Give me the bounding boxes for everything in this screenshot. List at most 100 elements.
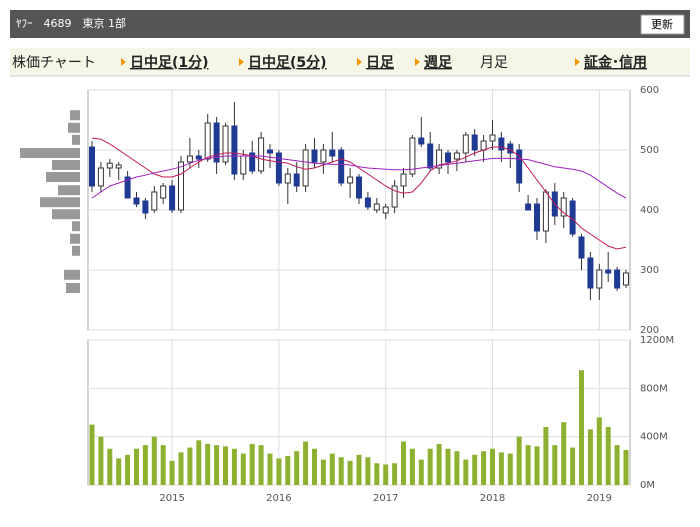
volume-bar — [214, 445, 220, 485]
volume-bar — [392, 463, 398, 485]
volume-bar — [267, 453, 273, 485]
volume-bar — [98, 436, 104, 485]
price-volume-bar — [40, 197, 80, 208]
volume-bar — [338, 457, 344, 485]
volume-bar — [276, 458, 282, 485]
candle-body — [186, 155, 193, 163]
candle-body — [311, 149, 318, 163]
volume-bar — [543, 427, 549, 485]
volume-bar — [561, 422, 567, 485]
volume-bar — [142, 445, 148, 485]
tab-link[interactable]: 日足 — [366, 55, 395, 71]
candle-body — [231, 125, 238, 175]
refresh-button[interactable] — [640, 14, 685, 35]
price-volume-bar — [72, 134, 80, 145]
volume-bar — [481, 451, 487, 485]
candle-body — [489, 134, 496, 142]
volume-bar — [223, 446, 228, 485]
volume-bar — [516, 436, 522, 485]
tab-label: 月足 — [480, 55, 508, 71]
candle-body — [249, 152, 256, 172]
volume-bar — [89, 424, 95, 485]
candle-body — [356, 176, 362, 199]
volume-bar — [107, 448, 113, 485]
tab-arrow — [121, 58, 126, 66]
refresh-button-label[interactable]: 更新 — [651, 17, 673, 31]
price-volume-bar — [52, 160, 80, 170]
volume-bar — [187, 447, 193, 485]
volume-bar — [231, 448, 237, 485]
volume-bar — [365, 457, 371, 485]
volume-bar — [116, 458, 122, 485]
volume-bar — [454, 451, 460, 485]
candle-body — [195, 155, 202, 160]
y-tick-label: 500 — [640, 145, 659, 156]
candle-body — [480, 140, 487, 151]
candle-body — [347, 176, 354, 184]
volume-bar — [151, 436, 157, 485]
header-bar — [10, 10, 690, 38]
volume-bar — [285, 456, 291, 485]
candle-body — [382, 206, 389, 214]
candle-body — [614, 269, 621, 289]
candle-body — [213, 122, 220, 163]
candle-body — [534, 203, 540, 232]
candle-body — [507, 143, 514, 154]
y-tick-label: 800M — [640, 383, 668, 394]
candle-body — [427, 143, 434, 169]
volume-bar — [169, 460, 175, 485]
volume-bar — [196, 440, 202, 485]
price-volume-bar — [58, 185, 80, 196]
candle-body — [329, 149, 336, 157]
candle-body — [115, 164, 122, 169]
volume-bar — [605, 427, 611, 485]
candle-body — [338, 149, 345, 184]
x-tick-label: 2018 — [480, 493, 505, 504]
candle-body — [516, 149, 523, 184]
volume-bar — [596, 417, 602, 485]
candle-body — [471, 134, 478, 151]
tab-arrow — [357, 58, 362, 66]
volume-bar — [347, 460, 353, 485]
x-tick-label: 2017 — [373, 493, 398, 504]
candle-body — [605, 269, 612, 274]
x-tick-label: 2016 — [266, 493, 291, 504]
volume-bar — [490, 448, 495, 485]
tab-link[interactable]: 証金･信用 — [584, 54, 647, 71]
candle-body — [89, 146, 95, 187]
volume-bar — [472, 454, 478, 485]
volume-bar — [258, 445, 264, 485]
volume-bar — [534, 446, 540, 485]
volume-bar — [125, 454, 131, 485]
candle-body — [623, 272, 629, 286]
header-title: ﾔﾌｰ 4689 東京 1部 — [16, 16, 126, 30]
candle-body — [320, 149, 327, 163]
tab-link[interactable]: 週足 — [424, 55, 453, 71]
volume-bar — [134, 448, 139, 485]
volume-bar — [356, 454, 362, 485]
volume-bar — [525, 445, 531, 485]
tab-label: 株価チャート — [12, 55, 96, 71]
volume-bar — [240, 453, 246, 485]
y-tick-label: 1200M — [640, 335, 674, 346]
tab-link[interactable]: 日中足(1分) — [130, 54, 209, 71]
volume-bar — [294, 451, 300, 485]
candle-body — [106, 162, 113, 169]
price-volume-bar — [72, 221, 80, 232]
candle-body — [151, 191, 158, 211]
volume-bar — [418, 459, 424, 485]
volume-bar — [249, 443, 255, 485]
volume-bar — [178, 452, 184, 485]
candle-body — [160, 185, 167, 199]
candle-body — [204, 122, 211, 160]
candle-body — [97, 167, 104, 187]
x-tick-label: 2019 — [587, 493, 612, 504]
tab-link[interactable]: 日中足(5分) — [248, 54, 327, 71]
candle-body — [133, 197, 140, 205]
price-volume-bar — [64, 269, 80, 280]
price-volume-bar — [66, 283, 80, 293]
volume-bar — [614, 445, 620, 485]
volume-bar — [436, 443, 442, 485]
candle-body — [275, 152, 282, 184]
volume-bar — [329, 453, 335, 485]
